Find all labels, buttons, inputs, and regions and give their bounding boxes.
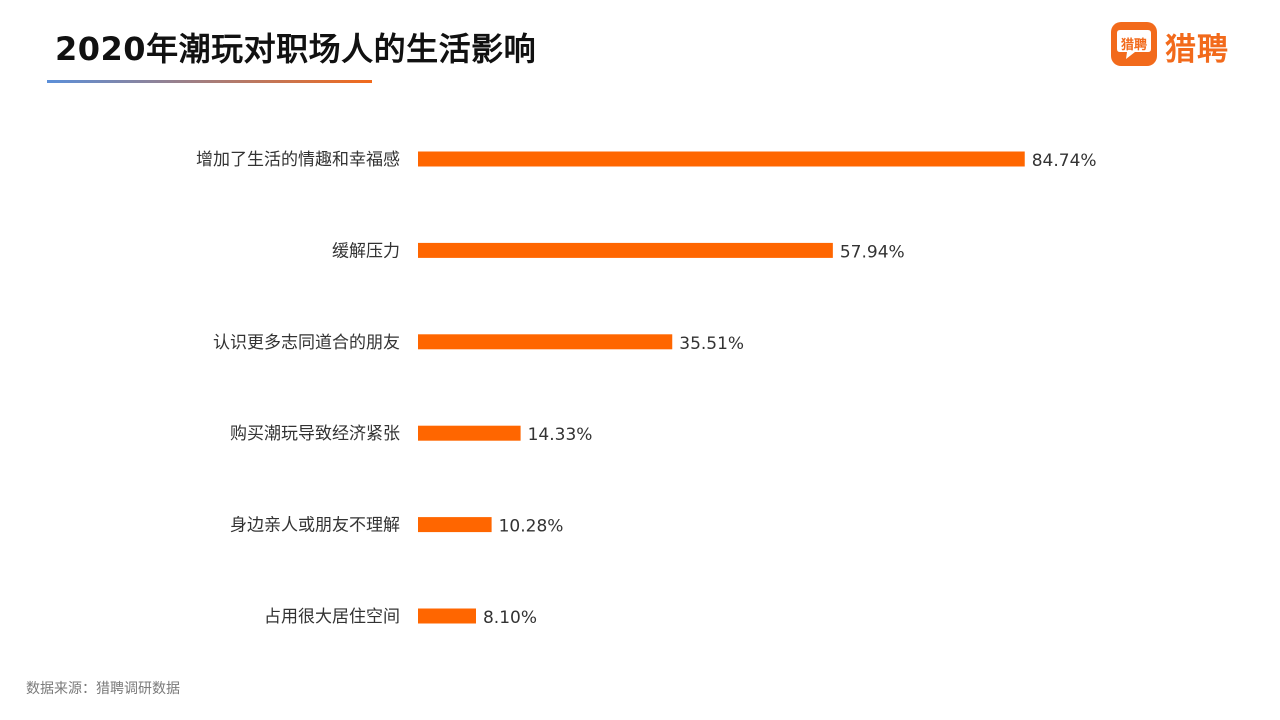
page-title: 2020年潮玩对职场人的生活影响 [55, 30, 537, 68]
logo-brand-text: 猎聘 [1165, 32, 1229, 68]
category-label: 购买潮玩导致经济紧张 [230, 424, 400, 444]
category-label: 缓解压力 [332, 241, 400, 261]
bar [418, 425, 521, 441]
bar [418, 334, 673, 350]
data-source-note: 数据来源：猎聘调研数据 [26, 681, 180, 697]
value-label: 8.10% [483, 608, 537, 628]
category-label: 身边亲人或朋友不理解 [230, 516, 400, 536]
bar [418, 517, 492, 533]
value-label: 35.51% [679, 334, 744, 354]
liepin-logo: 猎聘 猎聘 [1111, 22, 1241, 70]
value-label: 10.28% [499, 517, 564, 537]
bar [418, 608, 476, 624]
category-label: 认识更多志同道合的朋友 [213, 333, 400, 353]
value-label: 84.74% [1032, 151, 1097, 171]
logo-badge-text: 猎聘 [1120, 38, 1147, 53]
bar [418, 242, 833, 258]
category-label: 占用很大居住空间 [264, 607, 400, 627]
value-label: 14.33% [528, 425, 593, 445]
bar [418, 151, 1025, 167]
value-label: 57.94% [840, 242, 905, 262]
category-label: 增加了生活的情趣和幸福感 [196, 150, 400, 170]
title-underline [47, 80, 372, 83]
logo-badge-icon [1111, 22, 1157, 66]
